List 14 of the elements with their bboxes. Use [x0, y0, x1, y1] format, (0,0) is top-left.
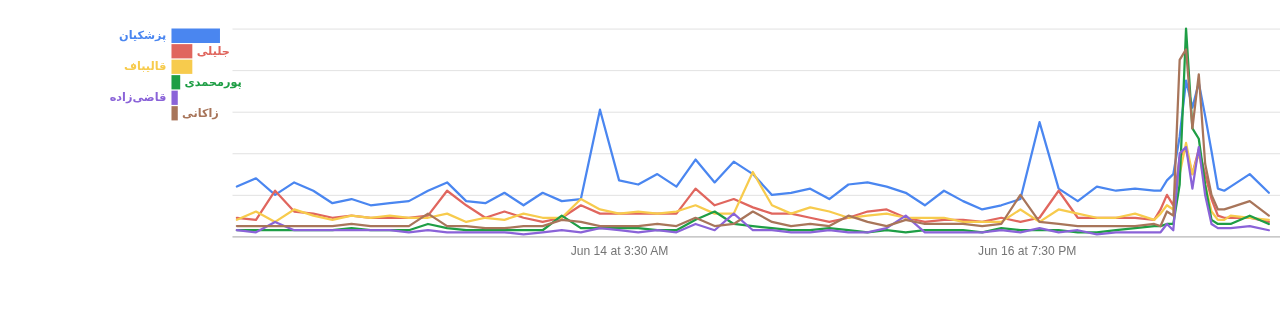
- bar: [171, 28, 220, 43]
- y-tick-label: پزشکیان: [119, 29, 167, 43]
- y-tick-label: جلیلی: [196, 44, 230, 58]
- x-tick-label: Jun 16 at 7:30 PM: [978, 244, 1077, 259]
- bar: [171, 90, 178, 105]
- y-tick-label: قاضی‌زاده: [109, 91, 167, 105]
- bar: [171, 44, 193, 59]
- y-tick-label: قالیباف: [123, 60, 167, 74]
- x-tick-label: Jun 14 at 3:30 AM: [570, 244, 669, 259]
- bar: [171, 75, 181, 90]
- y-tick-label: پورمحمدی: [184, 75, 242, 89]
- bar: [171, 106, 178, 121]
- bar: [171, 59, 193, 74]
- y-tick-label: زاکانی: [182, 106, 219, 120]
